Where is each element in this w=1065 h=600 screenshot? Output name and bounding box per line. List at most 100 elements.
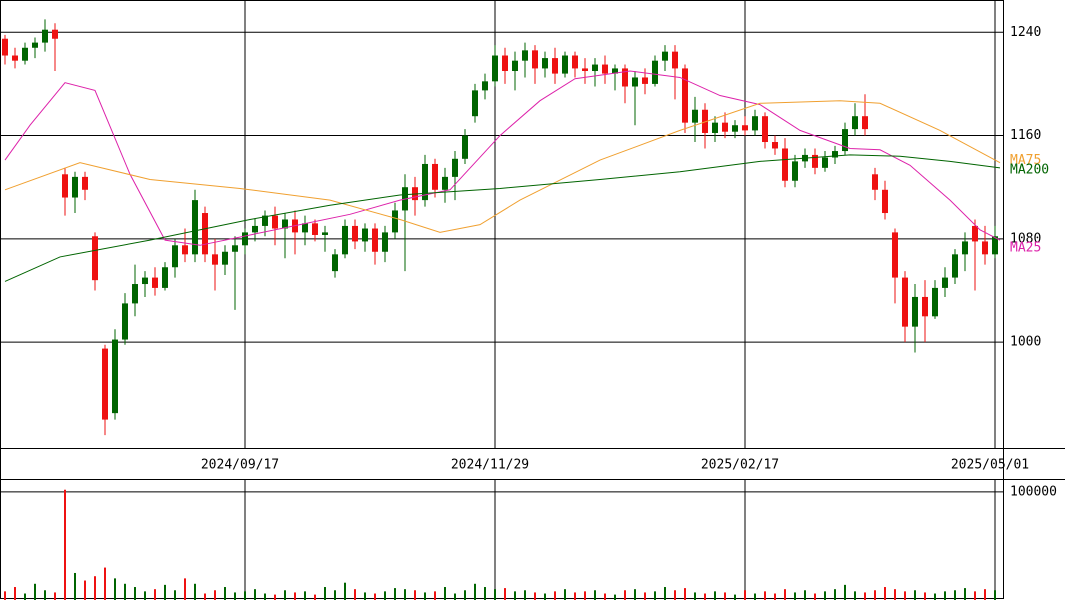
candle-body bbox=[202, 213, 208, 255]
candle-body bbox=[792, 161, 798, 181]
volume-bar bbox=[364, 592, 366, 600]
x-tick-label: 2025/05/01 bbox=[951, 458, 1029, 473]
candle-body bbox=[82, 176, 88, 190]
candle-body bbox=[102, 348, 108, 420]
volume-bar bbox=[954, 590, 956, 600]
candle-body bbox=[582, 68, 588, 72]
candle-body bbox=[942, 277, 948, 288]
y-tick-label: 1080 bbox=[1010, 231, 1041, 246]
candle-body bbox=[282, 219, 288, 229]
candle-body bbox=[422, 163, 428, 201]
volume-bar bbox=[154, 589, 156, 600]
volume-bar bbox=[4, 591, 6, 600]
candle-body bbox=[552, 58, 558, 74]
volume-bar bbox=[64, 489, 66, 600]
volume-bar bbox=[504, 588, 506, 600]
candle-body bbox=[732, 125, 738, 132]
volume-bar bbox=[24, 593, 26, 600]
candle-body bbox=[642, 77, 648, 84]
volume-bar bbox=[234, 592, 236, 600]
candle-body bbox=[152, 277, 158, 288]
ma-line bbox=[4, 70, 1001, 246]
volume-bar bbox=[924, 592, 926, 600]
y-tick-label: 1240 bbox=[1010, 25, 1041, 40]
volume-bar bbox=[844, 584, 846, 600]
volume-bar bbox=[224, 587, 226, 600]
volume-bar bbox=[164, 584, 166, 600]
volume-bar bbox=[74, 572, 76, 600]
volume-bar bbox=[394, 588, 396, 600]
candle-body bbox=[622, 68, 628, 87]
candle-body bbox=[702, 109, 708, 133]
candle-body bbox=[912, 296, 918, 327]
candle-body bbox=[332, 254, 338, 272]
volume-bar bbox=[834, 589, 836, 600]
candle-body bbox=[382, 232, 388, 252]
volume-bar bbox=[764, 591, 766, 600]
candle-body bbox=[852, 116, 858, 130]
volume-bar bbox=[794, 592, 796, 600]
volume-bar bbox=[344, 582, 346, 600]
volume-bar bbox=[384, 591, 386, 600]
volume-bar bbox=[94, 576, 96, 600]
x-tick-label: 2024/11/29 bbox=[451, 458, 529, 473]
x-tick-label: 2024/09/17 bbox=[201, 458, 279, 473]
volume-bar bbox=[84, 580, 86, 600]
candle-body bbox=[122, 303, 128, 340]
candle-body bbox=[112, 339, 118, 414]
legend-label: MA25 bbox=[1010, 241, 1041, 256]
y-tick-label: 100000 bbox=[1010, 484, 1057, 499]
volume-bar bbox=[44, 590, 46, 600]
candle-body bbox=[592, 64, 598, 72]
candle-body bbox=[962, 241, 968, 255]
volume-bar bbox=[934, 593, 936, 600]
volume-bar bbox=[454, 593, 456, 600]
candle-body bbox=[22, 47, 28, 61]
volume-bar bbox=[194, 583, 196, 600]
volume-bar bbox=[424, 592, 426, 600]
volume-bar bbox=[274, 594, 276, 600]
candle-body bbox=[762, 116, 768, 143]
volume-bar bbox=[524, 590, 526, 600]
volume-bar bbox=[414, 590, 416, 600]
candle-body bbox=[242, 232, 248, 246]
candle-body bbox=[682, 68, 688, 123]
candle-body bbox=[472, 90, 478, 117]
volume-bar bbox=[214, 590, 216, 600]
candle-body bbox=[232, 245, 238, 252]
ma-line bbox=[4, 154, 1001, 282]
volume-bar bbox=[614, 594, 616, 600]
candle-body bbox=[362, 228, 368, 242]
candle-body bbox=[252, 225, 258, 233]
candle-body bbox=[652, 60, 658, 84]
candle-body bbox=[992, 236, 998, 255]
candle-body bbox=[632, 77, 638, 87]
volume-bar bbox=[654, 591, 656, 600]
candle-body bbox=[142, 277, 148, 285]
volume-bar bbox=[334, 590, 336, 600]
candle-body bbox=[442, 176, 448, 190]
volume-bar bbox=[324, 587, 326, 600]
volume-bar bbox=[784, 589, 786, 600]
candle-body bbox=[302, 223, 308, 233]
candle-body bbox=[952, 254, 958, 278]
volume-bar bbox=[554, 591, 556, 600]
candle-body bbox=[782, 148, 788, 181]
volume-bar bbox=[474, 583, 476, 600]
y-tick-label: 1160 bbox=[1010, 128, 1041, 143]
candle-body bbox=[722, 122, 728, 132]
candle-body bbox=[832, 151, 838, 158]
candle-body bbox=[452, 158, 458, 177]
candle-body bbox=[172, 245, 178, 268]
candle-body bbox=[162, 267, 168, 288]
volume-bar bbox=[514, 591, 516, 600]
candle-body bbox=[512, 60, 518, 72]
candle-body bbox=[812, 154, 818, 168]
volume-bar bbox=[564, 589, 566, 600]
volume-bar bbox=[434, 591, 436, 600]
volume-bar bbox=[944, 591, 946, 600]
candle-body bbox=[542, 58, 548, 69]
candle-body bbox=[602, 64, 608, 74]
volume-bar bbox=[604, 593, 606, 600]
